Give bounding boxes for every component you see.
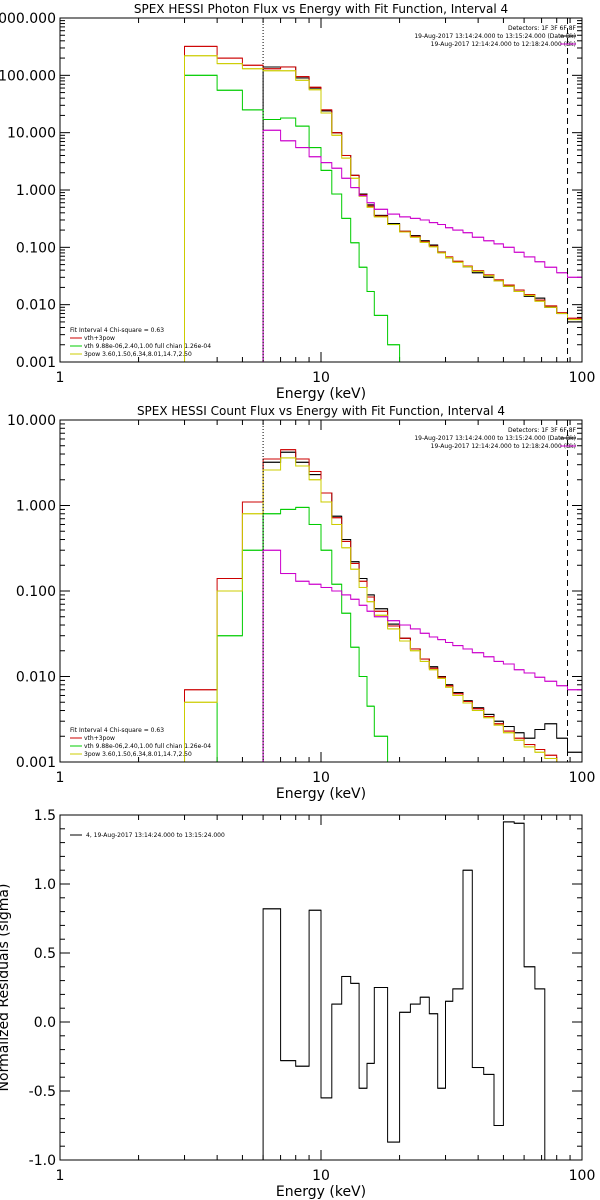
y-tick-label: 0.001 (16, 355, 56, 371)
y-tick-label: 0.0 (34, 1015, 56, 1031)
x-tick-label: 10 (312, 370, 330, 386)
legend-entry: vth+3pow (84, 335, 115, 342)
y-tick-label: 1.5 (34, 808, 56, 824)
series-3pow (184, 55, 582, 362)
series-line (184, 457, 582, 762)
x-tick-label: 1 (56, 370, 65, 386)
y-tick-label: 0.010 (16, 670, 56, 686)
chart-title: SPEX HESSI Photon Flux vs Energy with Fi… (134, 2, 508, 16)
x-axis-label: Energy (keV) (276, 1184, 366, 1200)
plot-frame (59, 419, 583, 763)
series-residuals (262, 821, 568, 1160)
y-tick-label: 1.000 (16, 183, 56, 199)
residuals-panel: 1 10 100 1.5 1.0 0.5 0.0 -0.5 -1.0 Energy (keV) No… (0, 808, 595, 1200)
x-axis-label: Energy (keV) (276, 786, 366, 802)
series-line (262, 549, 582, 762)
series-line (262, 451, 582, 762)
legend-entry: vth+3pow (84, 735, 115, 742)
series-line (184, 449, 582, 762)
plot-frame (59, 17, 583, 363)
info-line: Detectors: 1F 3F 6F 8F (508, 25, 577, 32)
series-line (216, 506, 411, 762)
info-line: 19-Aug-2017 12:14:24.000 to 12:18:24.000… (431, 443, 576, 450)
y-tick-label: 0.100 (16, 240, 56, 256)
y-tick-label: 100.000 (0, 68, 56, 84)
series-vth (184, 74, 411, 362)
photon-flux-panel: SPEX HESSI Photon Flux vs Energy with Fi… (0, 2, 595, 402)
series-data (262, 66, 582, 362)
legend-entry: 3pow 3.60,1.50,6.34,8.01,14.7,2.50 (84, 351, 192, 358)
info-line: 19-Aug-2017 12:14:24.000 to 12:18:24.000… (431, 41, 576, 48)
series-line (184, 45, 582, 362)
x-tick-label: 1 (56, 1168, 65, 1184)
y-tick-label: 0.5 (34, 946, 56, 962)
series-vth (216, 506, 411, 762)
x-tick-label: 10 (312, 770, 330, 786)
series-vth-3pow (184, 45, 582, 362)
series-data (262, 451, 582, 762)
plot-frame (59, 814, 583, 1161)
x-axis-label: Energy (keV) (276, 386, 366, 402)
x-tick-label: 100 (569, 770, 596, 786)
info-line: 19-Aug-2017 13:14:24.000 to 13:15:24.000… (414, 33, 576, 40)
series-3pow (184, 457, 582, 762)
y-tick-label: 1.0 (34, 877, 56, 893)
y-tick-label: 1.000 (16, 499, 56, 515)
legend-entry: Fit Interval 4 Chi-square = 0.63 (70, 727, 164, 734)
legend-entry: Fit Interval 4 Chi-square = 0.63 (70, 327, 164, 334)
y-tick-label: 0.001 (16, 755, 56, 771)
legend-entry: vth 9.88e-06,2.40,1.00 full chian 1.26e-… (84, 343, 211, 350)
legend-entry: 4, 19-Aug-2017 13:14:24.000 to 13:15:24.… (86, 832, 225, 839)
series-line (262, 129, 582, 362)
x-tick-label: 10 (312, 1168, 330, 1184)
y-tick-label: 0.010 (16, 298, 56, 314)
x-tick-label: 100 (569, 370, 596, 386)
count-flux-panel: SPEX HESSI Count Flux vs Energy with Fit… (7, 404, 595, 802)
y-axis-label: Normalized Residuals (sigma) (0, 884, 12, 1092)
series-line (184, 74, 411, 362)
legend-entry: vth 9.88e-06,2.40,1.00 full chian 1.26e-… (84, 743, 211, 750)
chart-title: SPEX HESSI Count Flux vs Energy with Fit… (137, 404, 505, 418)
series-line (184, 55, 582, 362)
series-background (262, 549, 582, 762)
x-tick-label: 100 (569, 1168, 596, 1184)
series-background (262, 129, 582, 362)
legend-entry: 3pow 3.60,1.50,6.34,8.01,14.7,2.50 (84, 751, 192, 758)
x-tick-label: 1 (56, 770, 65, 786)
info-line: 19-Aug-2017 13:14:24.000 to 13:15:24.000… (414, 435, 576, 442)
y-tick-label: 10.000 (7, 126, 56, 142)
info-line: Detectors: 1F 3F 6F 8F (508, 427, 577, 434)
y-tick-label: 0.100 (16, 584, 56, 600)
y-tick-label: 10.000 (7, 413, 56, 429)
y-tick-label: -0.5 (29, 1084, 56, 1100)
series-line (262, 821, 568, 1160)
series-vth-3pow (184, 449, 582, 762)
y-tick-label: -1.0 (29, 1153, 56, 1169)
series-line (262, 66, 582, 362)
